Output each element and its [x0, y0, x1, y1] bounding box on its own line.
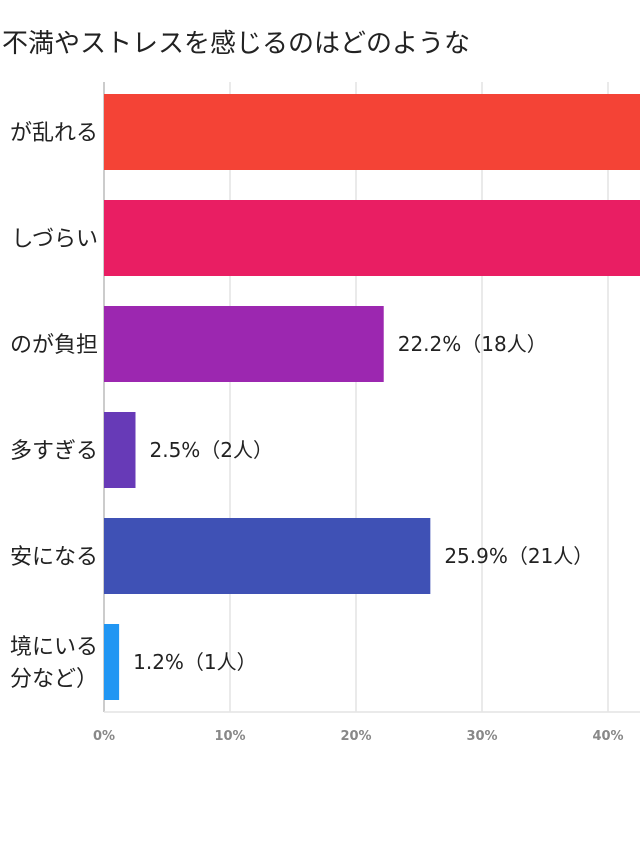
bar-1	[104, 200, 640, 276]
x-tick-label: 30%	[466, 729, 497, 744]
category-label: 分など）	[10, 667, 98, 692]
category-label: が乱れる	[10, 121, 98, 146]
bar-5	[104, 624, 120, 700]
x-tick-label: 20%	[340, 729, 371, 744]
grid-lines	[103, 82, 640, 713]
data-label: 25.9%（21人）	[444, 544, 593, 568]
chart-title: 不満やストレスを感じるのはどのような	[2, 29, 470, 59]
data-label: 1.2%（1人）	[133, 650, 257, 674]
category-label: 安になる	[10, 545, 98, 570]
category-label: しづらい	[11, 227, 98, 252]
bar-4	[104, 518, 431, 594]
data-label: 2.5%（2人）	[150, 438, 274, 462]
x-axis-ticks: 0% 10% 20% 30% 40%	[93, 729, 624, 744]
x-tick-label: 0%	[93, 729, 115, 744]
category-label: のが負担	[10, 333, 98, 358]
category-label: 多すぎる	[10, 439, 98, 464]
bars	[104, 94, 640, 700]
data-label: 22.2%（18人）	[398, 332, 547, 356]
bar-0	[104, 94, 640, 170]
bar-2	[104, 306, 384, 382]
x-tick-label: 10%	[214, 729, 245, 744]
x-tick-label: 40%	[592, 729, 623, 744]
bar-3	[104, 412, 136, 488]
data-labels: 22.2%（18人） 2.5%（2人） 25.9%（21人） 1.2%（1人）	[133, 332, 593, 674]
category-label: 境にいる	[10, 635, 98, 660]
